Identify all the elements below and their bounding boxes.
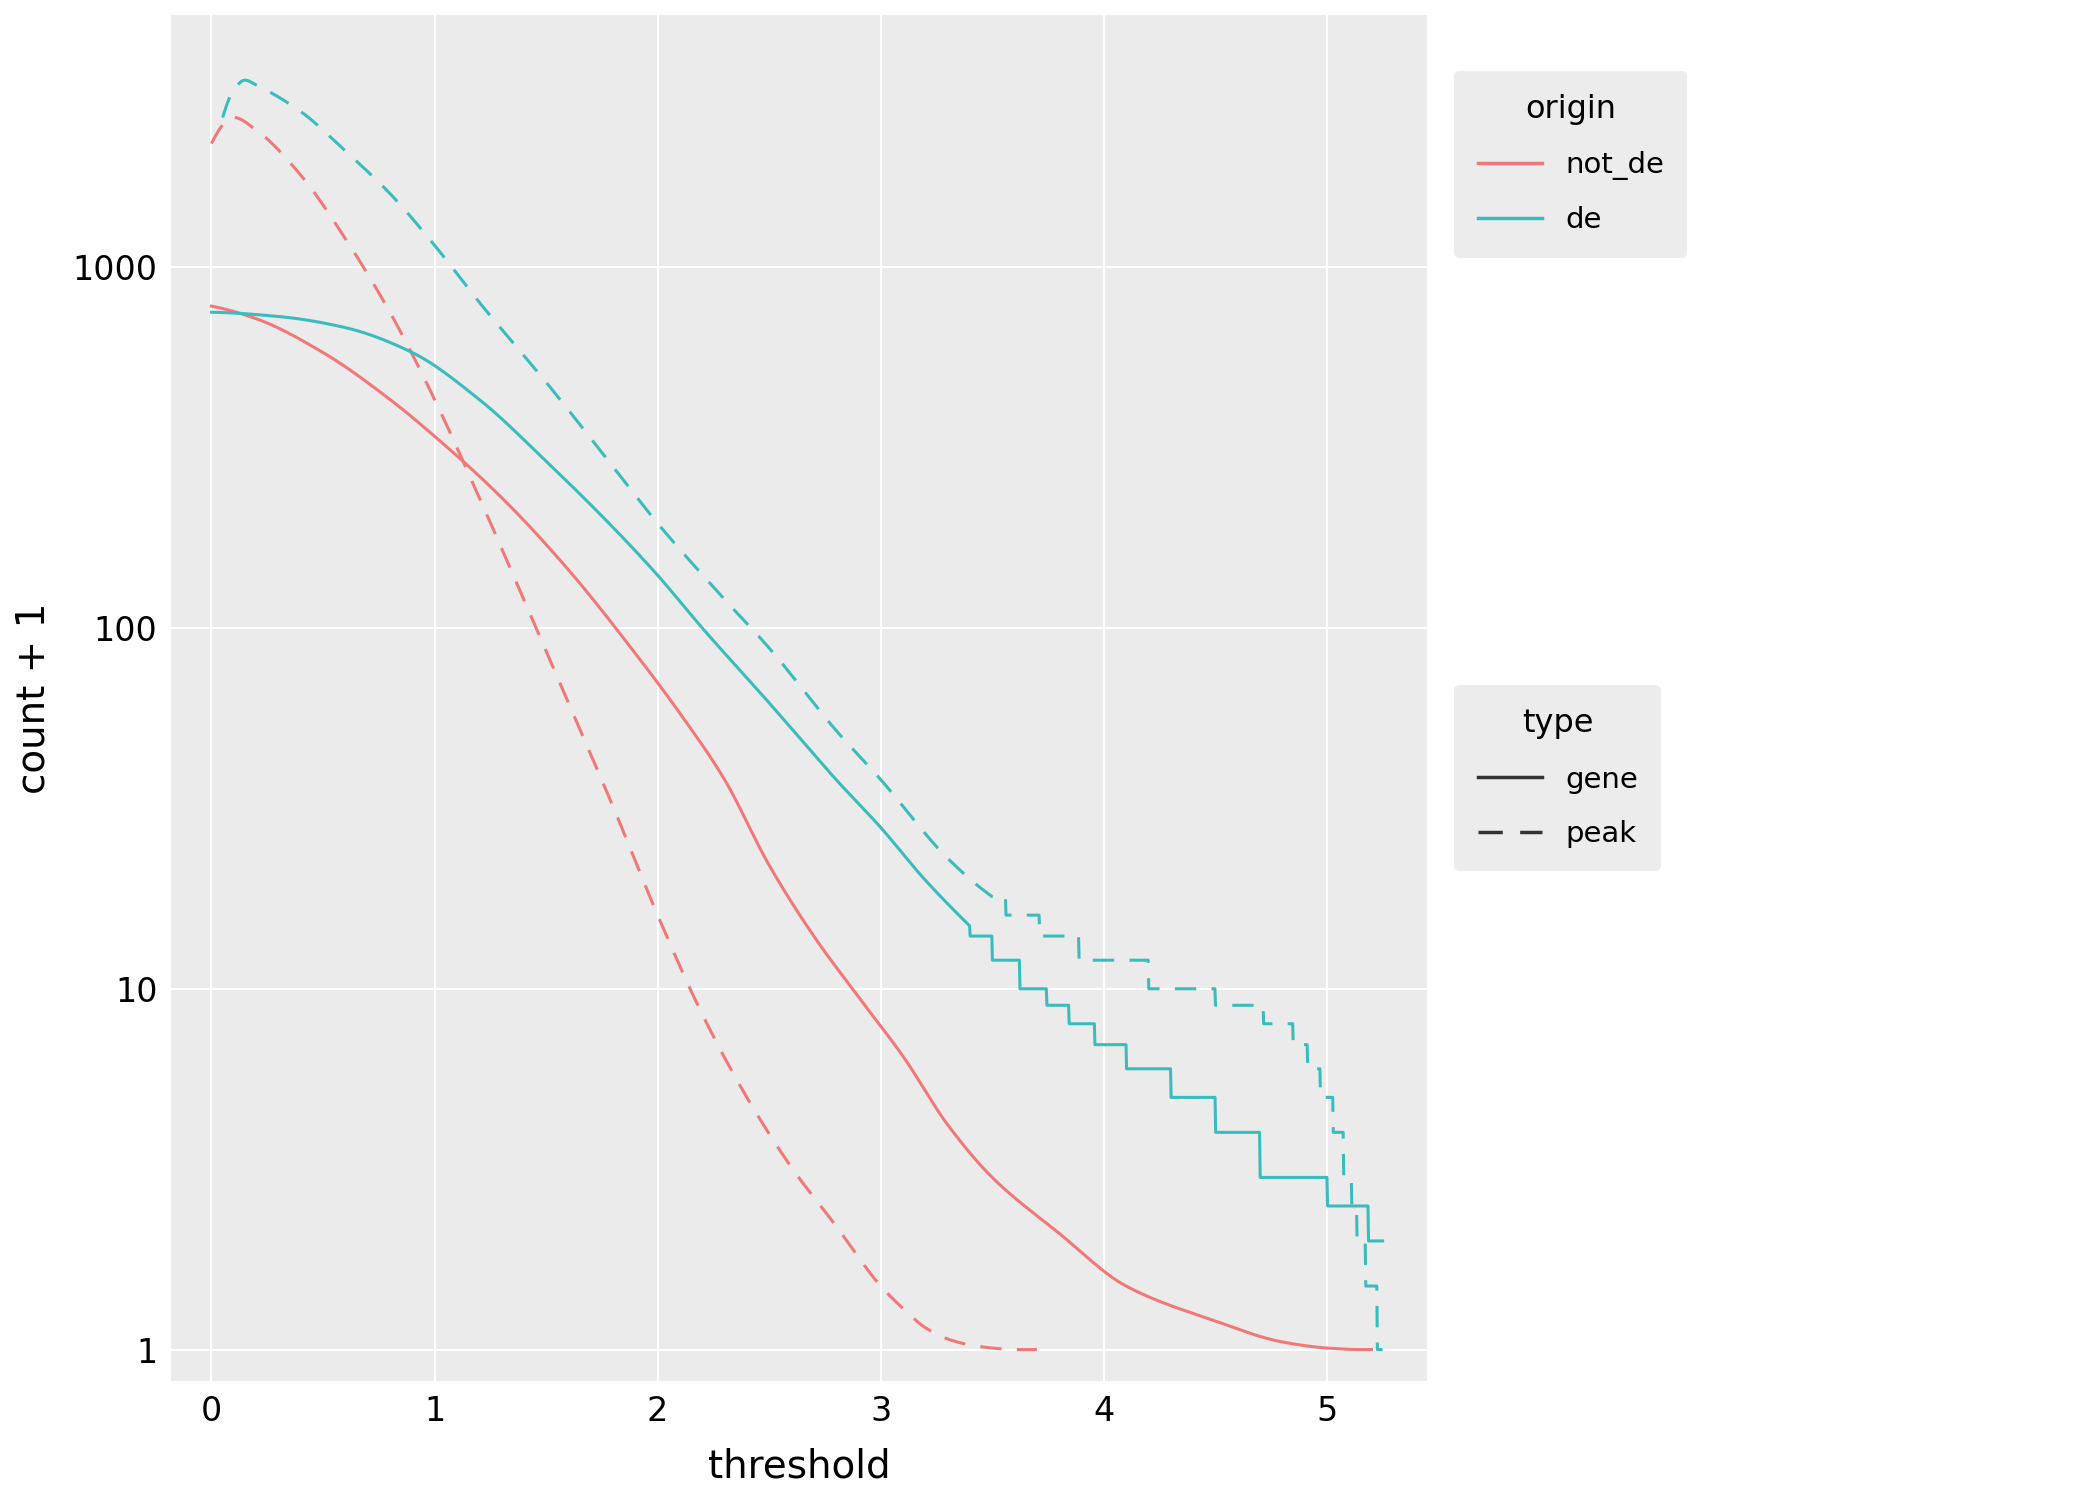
Legend: gene, peak: gene, peak [1455,686,1661,871]
Y-axis label: count + 1: count + 1 [15,602,53,794]
X-axis label: threshold: threshold [708,1448,890,1485]
